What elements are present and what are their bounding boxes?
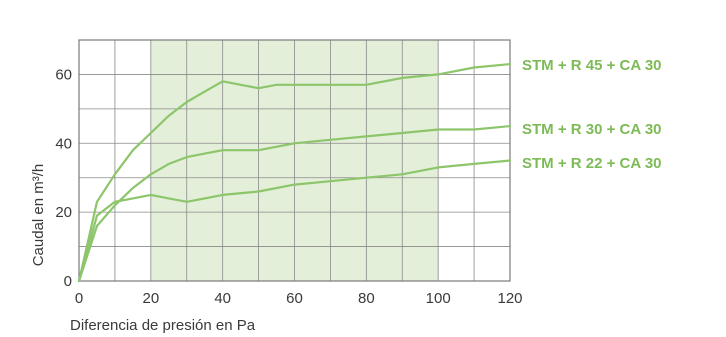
x-tick-label: 40 bbox=[214, 290, 231, 307]
grid bbox=[79, 40, 510, 281]
y-axis-title: Caudal en m³/h bbox=[30, 164, 47, 267]
series-line-r22 bbox=[77, 159, 512, 283]
series-label-r45: STM + R 45 + CA 30 bbox=[522, 57, 662, 74]
x-tick-label: 20 bbox=[142, 290, 159, 307]
x-tick-label: 120 bbox=[497, 290, 522, 307]
y-tick-label: 20 bbox=[55, 204, 72, 221]
series-label-r22: STM + R 22 + CA 30 bbox=[522, 155, 662, 172]
series-line-r30 bbox=[77, 124, 512, 283]
x-axis-title: Diferencia de presión en Pa bbox=[70, 317, 256, 334]
y-tick-label: 60 bbox=[55, 66, 72, 83]
x-tick-labels: 0 20 40 60 80 100 120 bbox=[75, 290, 523, 307]
series-label-r30: STM + R 30 + CA 30 bbox=[522, 121, 662, 138]
x-tick-label: 60 bbox=[286, 290, 303, 307]
x-tick-label: 100 bbox=[426, 290, 451, 307]
y-tick-label: 40 bbox=[55, 135, 72, 152]
x-tick-label: 80 bbox=[358, 290, 375, 307]
y-tick-labels: 0 20 40 60 bbox=[55, 66, 72, 290]
y-tick-label: 0 bbox=[64, 273, 72, 290]
series-line-r45 bbox=[77, 62, 512, 283]
x-tick-label: 0 bbox=[75, 290, 83, 307]
series-lines bbox=[77, 62, 512, 283]
